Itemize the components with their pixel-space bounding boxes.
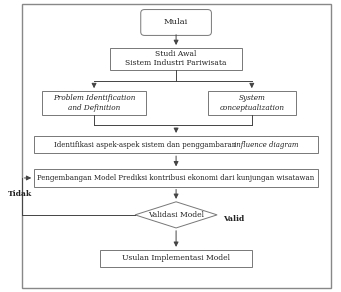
Text: Usulan Implementasi Model: Usulan Implementasi Model — [122, 254, 230, 263]
Text: Tidak: Tidak — [8, 190, 32, 198]
Text: Problem Identification
and Definition: Problem Identification and Definition — [53, 94, 135, 112]
Bar — [42, 91, 146, 115]
Polygon shape — [135, 202, 217, 228]
Text: Studi Awal
Sistem Industri Pariwisata: Studi Awal Sistem Industri Pariwisata — [125, 50, 227, 67]
FancyBboxPatch shape — [141, 10, 211, 35]
Text: Identifikasi aspek-aspek sistem dan penggambaran influence diagram: Identifikasi aspek-aspek sistem dan peng… — [21, 140, 271, 149]
Text: Validasi Model: Validasi Model — [148, 211, 204, 219]
Bar — [34, 136, 318, 153]
Bar — [110, 48, 242, 70]
Bar — [208, 91, 296, 115]
Text: Mulai: Mulai — [164, 18, 188, 27]
Text: Identifikasi aspek-aspek sistem dan penggambaran: Identifikasi aspek-aspek sistem dan peng… — [54, 140, 238, 149]
Bar — [34, 169, 318, 187]
Bar — [100, 250, 252, 267]
Text: System
conceptualization: System conceptualization — [219, 94, 284, 112]
Text: influence diagram: influence diagram — [234, 140, 298, 149]
Text: Pengembangan Model Prediksi kontribusi ekonomi dari kunjungan wisatawan: Pengembangan Model Prediksi kontribusi e… — [38, 174, 315, 182]
Text: Valid: Valid — [223, 215, 244, 223]
